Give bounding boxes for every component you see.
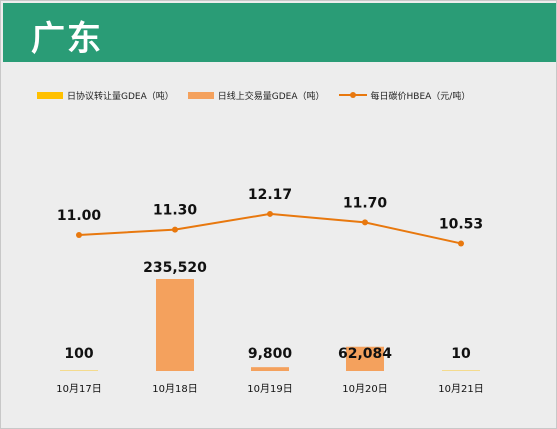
category-label-1: 10月18日 xyxy=(152,383,197,395)
bar-online-trading-1 xyxy=(156,279,194,371)
legend-swatch-online-trading xyxy=(187,91,214,99)
legend-swatch-agreement-transfer xyxy=(37,91,63,99)
bar-data-label-3: 62,084 xyxy=(338,346,392,362)
carbon-price-label-4: 10.53 xyxy=(439,216,483,232)
bar-data-label-1: 235,520 xyxy=(143,260,207,276)
bar-online-trading-2 xyxy=(251,367,289,371)
category-label-2: 10月19日 xyxy=(247,383,292,395)
carbon-price-line xyxy=(78,212,462,245)
legend-label-carbon-price: 每日碳价HBEA（元/吨） xyxy=(370,91,471,102)
legend-item-carbon-price: 每日碳价HBEA（元/吨） xyxy=(338,89,471,102)
legend-swatch-carbon-price xyxy=(338,91,367,99)
bar-data-label-0: 100 xyxy=(64,346,93,362)
bar-data-label-2: 9,800 xyxy=(248,346,293,362)
carbon-price-point-3 xyxy=(362,219,368,226)
carbon-price-point-4 xyxy=(458,240,464,247)
carbon-price-point-0 xyxy=(76,232,82,238)
legend-item-online-trading: 日线上交易量GDEA（吨） xyxy=(187,89,325,102)
page-title: 广东 xyxy=(31,19,103,59)
legend-label-online-trading: 日线上交易量GDEA（吨） xyxy=(217,91,325,102)
title-bar: 广东 xyxy=(3,3,556,62)
bar-online-trading-3 xyxy=(346,346,384,371)
category-label-4: 10月21日 xyxy=(438,383,483,395)
bar-data-label-4: 10 xyxy=(451,346,471,362)
carbon-price-point-1 xyxy=(172,226,178,233)
carbon-price-label-0: 11.00 xyxy=(57,208,102,224)
legend-label-agreement-transfer: 日协议转让量GDEA（吨） xyxy=(67,91,174,102)
legend-item-agreement-transfer: 日协议转让量GDEA（吨） xyxy=(37,89,174,102)
category-label-0: 10月17日 xyxy=(56,383,101,395)
chart-legend: 日协议转让量GDEA（吨） 日线上交易量GDEA（吨） 每日碳价HBEA（元/吨… xyxy=(37,87,484,103)
carbon-price-label-2: 12.17 xyxy=(248,187,292,203)
carbon-price-label-1: 11.30 xyxy=(153,203,198,219)
category-label-3: 10月20日 xyxy=(342,383,387,395)
carbon-price-point-2 xyxy=(267,210,273,217)
carbon-price-label-3: 11.70 xyxy=(343,195,388,211)
